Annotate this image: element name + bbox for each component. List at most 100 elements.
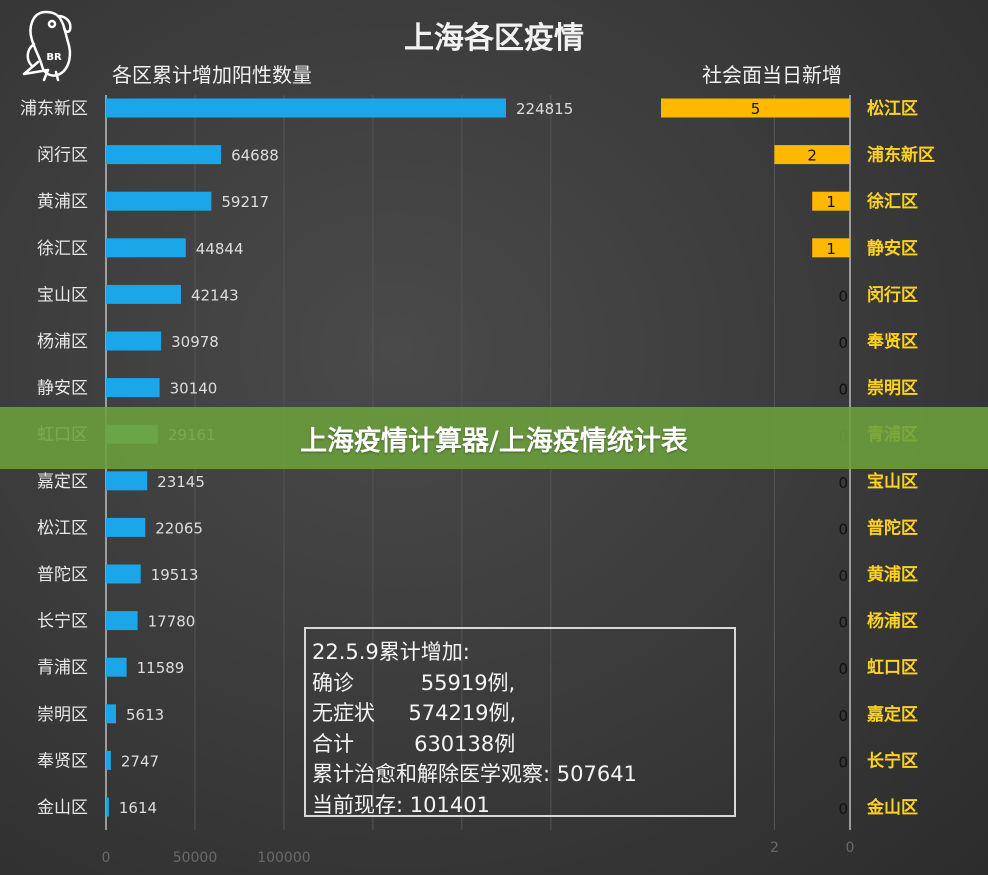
left-bar-value-label: 22065 [155, 519, 203, 537]
left-bar [106, 378, 160, 398]
left-axis-tick-label: 0 [102, 850, 111, 866]
right-bar-value-label: 0 [838, 800, 848, 818]
left-bar-value-label: 2747 [121, 752, 159, 770]
right-bar-value-label: 0 [838, 660, 848, 678]
parrot-logo-icon: BR [22, 10, 72, 82]
right-bar [774, 145, 850, 165]
right-category-label: 宝山区 [867, 471, 918, 492]
right-axis-tick-label: 2 [770, 840, 779, 856]
left-chart-subtitle: 各区累计增加阳性数量 [112, 63, 312, 87]
left-bar [106, 564, 141, 584]
right-chart-subtitle: 社会面当日新增 [702, 63, 842, 87]
left-category-label: 松江区 [37, 518, 88, 538]
left-bar [106, 331, 162, 351]
right-category-label: 徐汇区 [866, 191, 918, 212]
right-axis-tick-label: 0 [846, 840, 855, 856]
left-category-label: 崇明区 [37, 705, 88, 725]
left-bar [106, 750, 111, 770]
stats-line: 确诊 55919例, [312, 670, 516, 695]
right-category-label: 虹口区 [867, 658, 918, 678]
right-category-label: 闵行区 [867, 284, 918, 305]
stats-line: 合计 630138例 [312, 731, 516, 756]
banner-title: 上海疫情计算器/上海疫情统计表 [300, 425, 688, 457]
left-bar-value-label: 17780 [148, 613, 196, 631]
left-bar [106, 704, 116, 724]
left-category-label: 宝山区 [37, 285, 88, 305]
right-category-label: 嘉定区 [866, 704, 918, 725]
right-category-label: 金山区 [866, 797, 918, 818]
right-bar-value-label: 0 [838, 567, 848, 585]
left-category-label: 闵行区 [37, 146, 88, 166]
left-axis-tick-label: 100000 [257, 850, 310, 866]
left-bar-value-label: 1614 [119, 799, 157, 817]
left-category-label: 徐汇区 [37, 239, 88, 259]
right-bar-value-label: 5 [751, 100, 761, 118]
right-bar-value-label: 1 [826, 193, 836, 211]
left-bar [106, 98, 506, 118]
stats-line: 无症状 574219例, [312, 701, 517, 725]
left-bar-value-label: 19513 [151, 566, 199, 584]
left-bar-value-label: 64688 [231, 147, 279, 165]
left-category-label: 青浦区 [37, 658, 88, 678]
right-category-label: 长宁区 [867, 750, 918, 771]
left-axis-tick-label: 50000 [173, 850, 218, 866]
right-category-label: 普陀区 [867, 517, 918, 538]
axis-ticks: 0 50000 100000 2 0 [102, 840, 855, 866]
left-category-label: 普陀区 [37, 565, 88, 585]
right-bar [661, 98, 850, 118]
left-bar [106, 191, 212, 211]
left-bar [106, 284, 181, 304]
right-category-label: 崇明区 [867, 379, 918, 399]
right-bar-value-label: 0 [838, 287, 848, 305]
left-category-label: 杨浦区 [37, 332, 88, 352]
left-bar [106, 238, 186, 258]
left-bar [106, 797, 109, 817]
right-category-label: 黄浦区 [867, 564, 918, 585]
left-category-label: 嘉定区 [37, 472, 88, 492]
right-bar-value-label: 0 [838, 707, 848, 725]
right-bar [812, 238, 850, 258]
right-bar-value-label: 0 [838, 614, 848, 632]
right-bar-value-label: 1 [826, 240, 836, 258]
left-category-label: 金山区 [37, 798, 88, 818]
right-bar-value-label: 0 [838, 520, 848, 538]
right-bar [812, 191, 850, 211]
right-bar-value-label: 0 [838, 753, 848, 771]
left-bar [106, 145, 222, 165]
left-bar-chart: 浦东新区 224815 闵行区 64688 黄浦区 59217 徐汇区 44844 宝山区 421… [20, 98, 573, 818]
left-bar-value-label: 44844 [196, 240, 244, 258]
left-bar-value-label: 42143 [191, 286, 239, 304]
stats-summary-box: 22.5.9累计增加: 确诊 55919例, 无症状 574219例, 合计 6301… [304, 627, 736, 817]
right-category-label: 浦东新区 [867, 145, 935, 166]
left-bar-value-label: 23145 [157, 473, 205, 491]
left-bar [106, 517, 146, 537]
right-category-label: 奉贤区 [866, 331, 918, 352]
left-bar-value-label: 30978 [171, 333, 219, 351]
left-bar [106, 657, 127, 677]
stats-line: 当前现存: 101401 [312, 792, 490, 817]
right-category-label: 静安区 [867, 238, 918, 259]
left-bar-value-label: 11589 [137, 659, 185, 677]
stats-line: 累计治愈和解除医学观察: 507641 [312, 762, 637, 786]
stats-line: 22.5.9累计增加: [312, 640, 470, 664]
right-bar-value-label: 0 [838, 381, 848, 399]
left-bar-value-label: 5613 [126, 706, 164, 724]
right-bar-chart: 松江区5浦东新区2徐汇区1静安区1闵行区0奉贤区0崇明区0青浦区0宝山区0普陀区… [661, 98, 935, 818]
right-bar-value-label: 0 [838, 334, 848, 352]
left-bar-value-label: 224815 [516, 100, 573, 118]
right-bar-value-label: 2 [807, 147, 817, 165]
chart-title: 上海各区疫情 [404, 21, 584, 56]
left-category-label: 奉贤区 [37, 751, 88, 771]
right-category-label: 松江区 [867, 98, 918, 119]
left-bar [106, 471, 148, 491]
left-bar-value-label: 59217 [221, 193, 269, 211]
left-category-label: 长宁区 [37, 612, 88, 632]
logo-text: BR [46, 52, 62, 63]
left-bar [106, 611, 138, 631]
left-category-label: 静安区 [37, 379, 88, 399]
right-category-label: 杨浦区 [867, 611, 918, 632]
left-category-label: 浦东新区 [20, 99, 88, 119]
right-bar-value-label: 0 [838, 474, 848, 492]
left-bar-value-label: 30140 [170, 380, 218, 398]
